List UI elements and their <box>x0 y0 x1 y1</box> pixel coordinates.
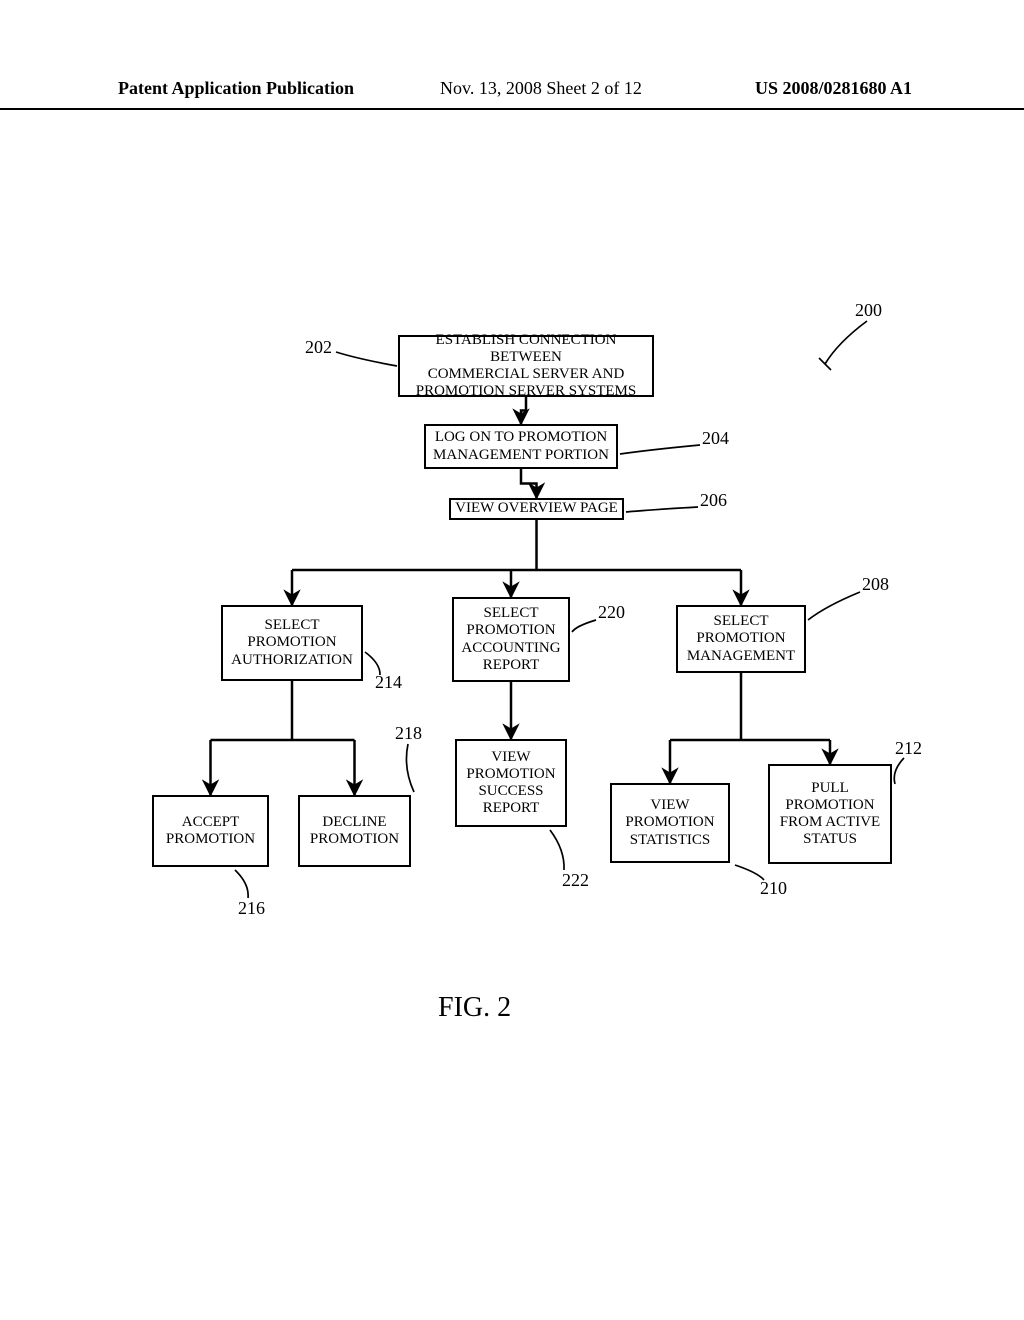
flowchart-node: VIEW OVERVIEW PAGE <box>449 498 624 520</box>
reference-numeral: 218 <box>395 723 422 744</box>
reference-numeral: 220 <box>598 602 625 623</box>
reference-numeral: 200 <box>855 300 882 321</box>
reference-numeral: 214 <box>375 672 402 693</box>
flowchart-node: SELECTPROMOTIONAUTHORIZATION <box>221 605 363 681</box>
flowchart-node: PULLPROMOTIONFROM ACTIVESTATUS <box>768 764 892 864</box>
flowchart-node: SELECTPROMOTIONMANAGEMENT <box>676 605 806 673</box>
reference-numeral: 204 <box>702 428 729 449</box>
flowchart-node: LOG ON TO PROMOTIONMANAGEMENT PORTION <box>424 424 618 469</box>
reference-numeral: 208 <box>862 574 889 595</box>
reference-numeral: 210 <box>760 878 787 899</box>
reference-numeral: 222 <box>562 870 589 891</box>
reference-numeral: 206 <box>700 490 727 511</box>
flowchart-diagram: ESTABLISH CONNECTION BETWEENCOMMERCIAL S… <box>0 0 1024 1320</box>
reference-numeral: 216 <box>238 898 265 919</box>
flowchart-node: SELECTPROMOTIONACCOUNTINGREPORT <box>452 597 570 682</box>
reference-numeral: 202 <box>305 337 332 358</box>
flowchart-node: ESTABLISH CONNECTION BETWEENCOMMERCIAL S… <box>398 335 654 397</box>
flowchart-node: VIEWPROMOTIONSUCCESSREPORT <box>455 739 567 827</box>
flowchart-node: DECLINEPROMOTION <box>298 795 411 867</box>
flowchart-node: ACCEPTPROMOTION <box>152 795 269 867</box>
reference-numeral: 212 <box>895 738 922 759</box>
figure-label: FIG. 2 <box>438 992 511 1024</box>
flowchart-node: VIEWPROMOTIONSTATISTICS <box>610 783 730 863</box>
